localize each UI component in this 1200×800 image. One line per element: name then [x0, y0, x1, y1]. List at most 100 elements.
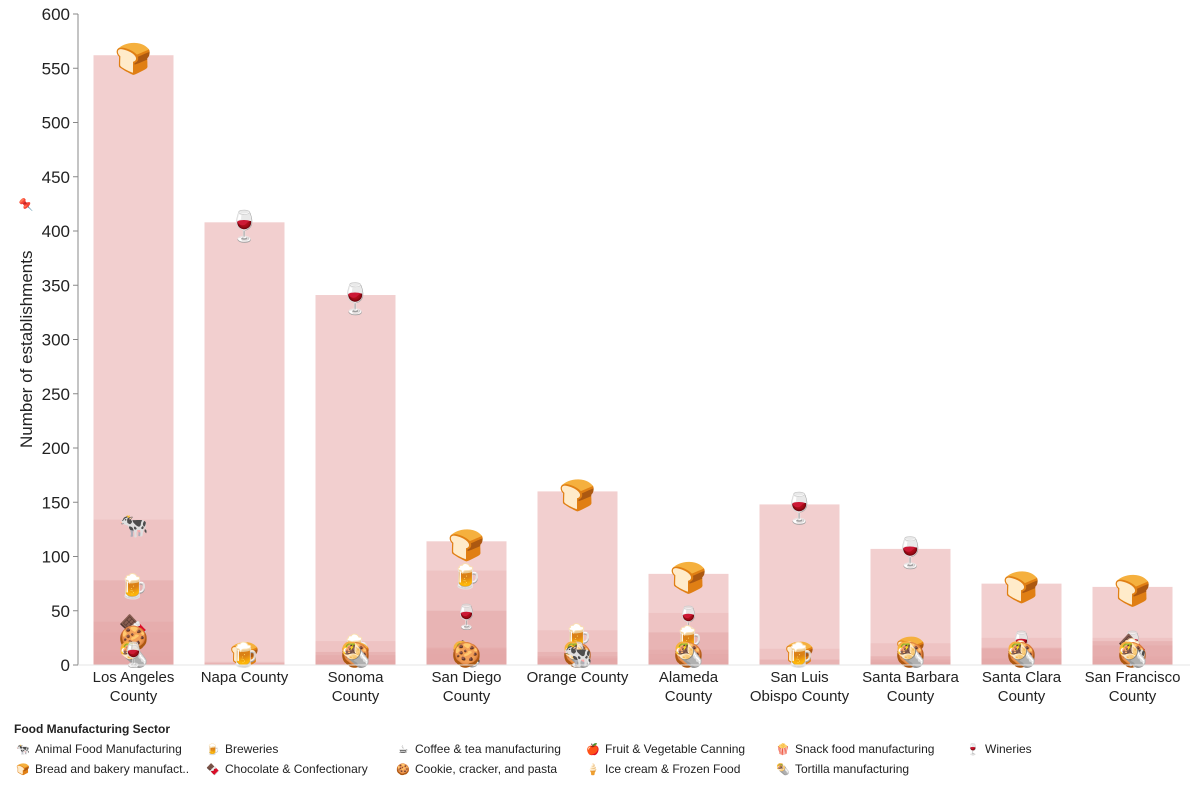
bar-marker-icon: 🍷: [226, 208, 263, 243]
bar-marker-icon: 🌯: [563, 641, 593, 669]
bar[interactable]: [759, 659, 840, 665]
legend-label: Tortilla manufacturing: [795, 762, 910, 776]
legend-item[interactable]: 🍦 Ice cream & Frozen Food: [584, 759, 774, 779]
x-tick-label: Los Angeles: [93, 669, 175, 686]
legend-item[interactable]: 🍿 Snack food manufacturing: [774, 739, 964, 759]
bar-marker-icon: 🌯: [1118, 641, 1148, 669]
bar-marker-icon: 🍞: [559, 477, 596, 512]
bar-marker-icon: 🍫: [341, 641, 371, 669]
legend-marker-icon: ☕: [398, 743, 408, 756]
bar-marker-icon: 🍫: [119, 614, 149, 642]
x-tick-label: San Luis: [770, 669, 828, 686]
legend-item[interactable]: [964, 759, 1154, 779]
bar-marker-icon: 🐄: [1007, 642, 1037, 669]
x-tick-label: Napa County: [201, 669, 289, 686]
bar[interactable]: [204, 222, 285, 665]
bar-marker-icon: 🌯: [452, 641, 482, 669]
legend-label: Snack food manufacturing: [795, 742, 935, 756]
x-tick-label: County: [443, 688, 491, 705]
bar-marker-icon: 🌯: [1007, 641, 1037, 669]
bar-marker-icon: 🌯: [896, 641, 926, 669]
x-tick-label: San Francisco: [1085, 669, 1181, 686]
y-tick-label: 50: [51, 602, 70, 621]
legend-item[interactable]: 🍎 Fruit & Vegetable Canning: [584, 739, 774, 759]
bar-marker-icon: 🍫: [896, 641, 926, 669]
bar-marker-icon: 🍪: [563, 641, 593, 669]
legend-item[interactable]: 🍫 Chocolate & Confectionary: [204, 759, 394, 779]
pin-icon[interactable]: 📌: [18, 197, 33, 212]
x-tick-label: County: [332, 688, 380, 705]
legend-marker-icon: 🍎: [586, 743, 600, 756]
bars: [93, 55, 1173, 666]
bar-marker-icon: 🍺: [452, 562, 482, 591]
bar[interactable]: [537, 659, 618, 665]
bar-marker-icon: 🍪: [896, 641, 926, 669]
bar-marker-icon: 🐄: [119, 513, 149, 540]
x-tick-label: County: [665, 688, 713, 705]
x-tick-label: Santa Barbara: [862, 669, 959, 686]
bar[interactable]: [204, 662, 285, 665]
bar[interactable]: [315, 661, 396, 665]
legend-marker-icon: 🍺: [206, 743, 220, 756]
bar[interactable]: [870, 663, 951, 665]
bar-marker-icon: 🍞: [230, 641, 260, 669]
bar-marker-icon: 🍞: [785, 641, 815, 669]
bar-marker-icon: 🍪: [341, 641, 371, 669]
legend-item[interactable]: 🍺 Breweries: [204, 739, 394, 759]
legend-item[interactable]: 🍪 Cookie, cracker, and pasta: [394, 759, 584, 779]
bar[interactable]: [315, 295, 396, 665]
y-tick-label: 150: [42, 493, 70, 512]
x-tick-label: County: [998, 688, 1046, 705]
y-tick-label: 400: [42, 222, 70, 241]
bar[interactable]: [648, 658, 729, 665]
bar-marker-icon: 🍺: [230, 640, 260, 669]
bar[interactable]: [759, 504, 840, 665]
bar-marker-icon: 🍞: [1114, 573, 1151, 608]
x-tick-label: Orange County: [527, 669, 629, 686]
x-tick-label: County: [110, 688, 158, 705]
x-axis: Los Angeles County Napa County Sonoma County…: [78, 664, 1190, 705]
y-tick-label: 200: [42, 439, 70, 458]
legend-label: Bread and bakery manufact..: [35, 762, 190, 776]
bar-marker-icon: 🍞: [670, 560, 707, 595]
bar[interactable]: [1092, 661, 1173, 665]
bar-marker-icon: 🍪: [452, 641, 482, 669]
bar-marker-icon: 🍫: [452, 640, 482, 668]
legend-item[interactable]: 🐄 Animal Food Manufacturing: [14, 739, 204, 759]
bar[interactable]: [426, 654, 507, 665]
bar[interactable]: [981, 660, 1062, 665]
legend-marker-icon: 🍞: [16, 763, 30, 776]
legend-item[interactable]: 🍷 Wineries: [964, 739, 1154, 759]
bar-marker-icon: 🍺: [1007, 639, 1037, 668]
bar-marker-icon: 🍺: [1118, 636, 1148, 665]
bar-marker-icon: 🍪: [1118, 641, 1148, 669]
y-tick-label: 350: [42, 276, 70, 295]
bar-marker-icon: 🍪: [1007, 641, 1037, 669]
bar[interactable]: [648, 662, 729, 665]
bar-marker-icon: 🍷: [119, 641, 149, 669]
legend-label: Chocolate & Confectionary: [225, 762, 368, 776]
x-tick-label: San Diego: [431, 669, 501, 686]
legend-marker-icon: 🍫: [206, 763, 220, 776]
legend-item[interactable]: 🌯 Tortilla manufacturing: [774, 759, 964, 779]
y-tick-label: 450: [42, 168, 70, 187]
bar-marker-icon: 🌯: [119, 641, 149, 669]
bar-marker-icon: 🍫: [563, 641, 593, 669]
x-tick-label: County: [1109, 688, 1157, 705]
bar-marker-icon: 🍫: [1118, 633, 1148, 661]
bar-marker-icon: 🍷: [563, 641, 593, 669]
bar[interactable]: [93, 656, 174, 665]
bar-marker-icon: 🍺: [896, 640, 926, 669]
bar-marker-icon: 🍪: [674, 641, 704, 669]
legend-item[interactable]: ☕ Coffee & tea manufacturing: [394, 739, 584, 759]
legend-label: Cookie, cracker, and pasta: [415, 762, 558, 776]
y-tick-label: 0: [61, 656, 70, 675]
bar-marker-icon: 🍞: [341, 641, 371, 669]
legend-item[interactable]: 🍞 Bread and bakery manufact..: [14, 759, 204, 779]
bar-marker-icon: 🍺: [341, 632, 371, 661]
y-tick-label: 250: [42, 385, 70, 404]
bar-marker-icon: 🌯: [674, 641, 704, 669]
legend: Food Manufacturing Sector 🐄 Animal Food M…: [14, 722, 1194, 792]
bar-marker-icon: 🍷: [892, 535, 929, 570]
legend-label: Fruit & Vegetable Canning: [605, 742, 746, 756]
